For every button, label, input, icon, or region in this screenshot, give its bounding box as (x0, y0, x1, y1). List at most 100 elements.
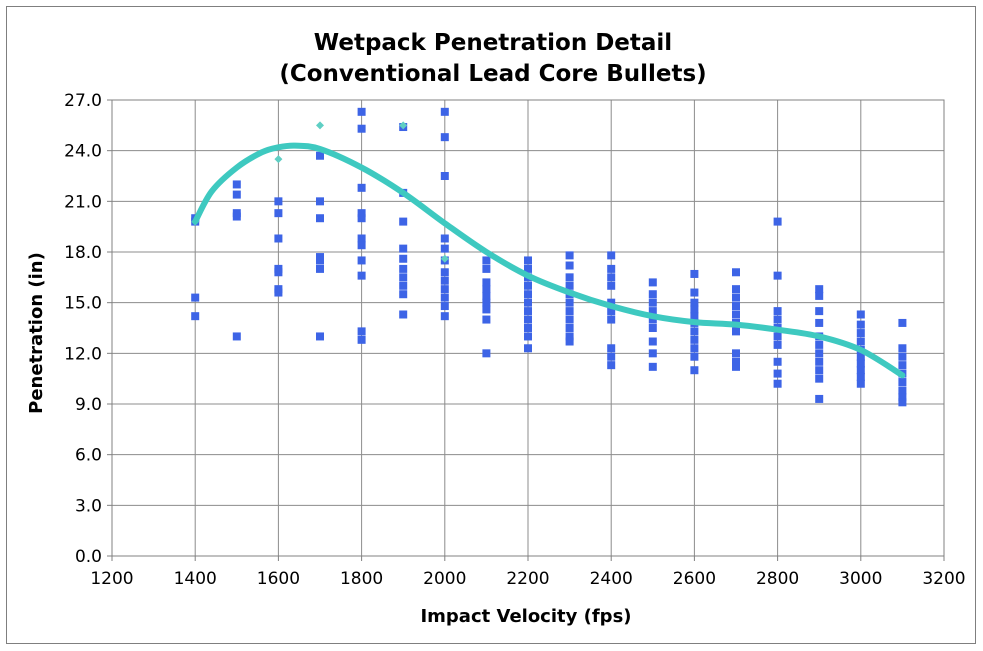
data-point (815, 394, 824, 403)
data-point (898, 393, 907, 402)
data-point (856, 352, 865, 361)
data-point (607, 264, 616, 273)
data-point (732, 268, 740, 277)
data-point (399, 121, 408, 130)
data-point (316, 151, 324, 160)
data-point (524, 264, 532, 273)
data-point (690, 352, 699, 361)
data-point (399, 290, 408, 299)
data-point (274, 197, 283, 206)
data-point (357, 256, 366, 265)
data-point (607, 251, 616, 260)
data-point (524, 324, 532, 332)
data-point (607, 298, 616, 307)
x-tick-label: 2800 (756, 569, 799, 589)
data-point (399, 273, 408, 282)
data-point (440, 276, 449, 285)
data-point (440, 302, 449, 311)
data-point (607, 352, 616, 361)
y-tick-label: 15.0 (64, 294, 102, 314)
data-point (440, 254, 449, 263)
data-point (732, 293, 740, 302)
data-point (732, 357, 740, 366)
data-point (524, 344, 532, 353)
data-point (732, 327, 740, 336)
data-point (565, 251, 574, 260)
data-point (399, 217, 408, 226)
data-point (856, 379, 865, 388)
data-point (565, 307, 574, 316)
data-point (524, 332, 532, 341)
data-point (648, 315, 657, 324)
trendline (192, 142, 906, 379)
data-point (856, 329, 865, 338)
data-point (690, 366, 699, 375)
data-point (482, 349, 491, 358)
data-point (316, 264, 324, 273)
data-point (690, 305, 699, 314)
y-tick-label: 12.0 (64, 344, 102, 364)
x-tick-label: 1800 (340, 569, 383, 589)
data-point (690, 344, 699, 353)
data-point (607, 273, 616, 282)
data-point (648, 278, 657, 287)
data-point (399, 254, 408, 263)
y-tick-label: 18.0 (64, 243, 102, 263)
data-point (773, 332, 782, 341)
data-point (690, 269, 699, 278)
data-point (856, 320, 865, 329)
data-point (898, 378, 907, 387)
y-tick-label: 0.0 (75, 547, 102, 567)
data-point (440, 268, 449, 277)
data-point (316, 121, 324, 130)
x-tick-label: 2000 (423, 569, 466, 589)
chart-title: Wetpack Penetration Detail (314, 30, 672, 56)
data-point (856, 310, 865, 319)
data-point (773, 340, 782, 349)
chart-frame: Wetpack Penetration Detail (Conventional… (6, 6, 976, 644)
data-point (565, 281, 574, 290)
data-point (565, 298, 574, 307)
data-point (399, 264, 408, 273)
data-point (440, 312, 449, 321)
data-point (399, 281, 408, 290)
data-point (482, 285, 491, 294)
data-point (482, 315, 491, 324)
data-point (898, 352, 907, 361)
x-tick-label: 1200 (90, 569, 133, 589)
data-point (482, 264, 491, 273)
data-point (232, 332, 241, 341)
data-point (316, 197, 324, 206)
data-point (357, 124, 366, 133)
data-point (440, 107, 449, 116)
data-points (191, 107, 907, 407)
data-point (898, 398, 907, 407)
scatter-chart: Wetpack Penetration Detail (Conventional… (26, 30, 966, 627)
data-point (648, 307, 657, 316)
data-point (357, 234, 366, 243)
x-tick-label: 2200 (506, 569, 549, 589)
data-point (898, 386, 907, 395)
data-point (524, 307, 532, 316)
data-point (856, 372, 865, 381)
data-point (482, 291, 491, 300)
data-point (524, 256, 532, 265)
data-point (773, 315, 782, 324)
data-point (565, 332, 574, 341)
data-point (773, 217, 782, 226)
data-point (815, 285, 824, 294)
data-point (648, 298, 657, 307)
data-point (440, 234, 449, 243)
data-point (607, 281, 616, 290)
data-point (648, 362, 657, 371)
y-axis-ticks: 0.0 3.0 6.0 9.0 12.0 15.0 18.0 21.0 24.0 27.0 (64, 91, 112, 567)
data-point (690, 335, 699, 344)
data-point (440, 172, 449, 180)
data-point (316, 214, 324, 223)
y-tick-label: 27.0 (64, 91, 102, 111)
data-point (357, 107, 366, 116)
data-point (607, 361, 616, 370)
data-point (690, 298, 699, 307)
data-point (357, 327, 366, 336)
chart-subtitle: (Conventional Lead Core Bullets) (279, 61, 706, 87)
